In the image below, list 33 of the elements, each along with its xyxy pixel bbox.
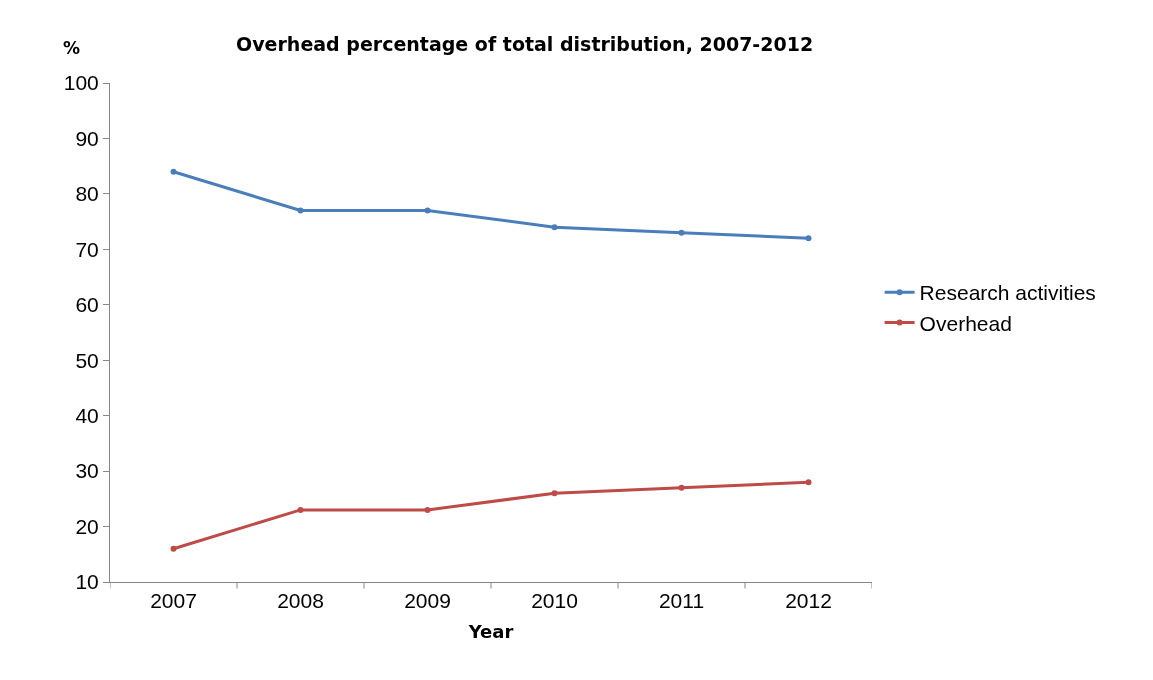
point <box>424 506 431 513</box>
point <box>170 168 177 175</box>
point <box>297 506 304 513</box>
point <box>297 207 304 214</box>
point <box>551 490 558 497</box>
legend-label: Research activities <box>919 281 1096 305</box>
point <box>805 235 812 242</box>
y-tick-label: 90 <box>75 126 99 150</box>
y-tick-label: 30 <box>75 459 99 483</box>
y-tick-label: 70 <box>75 237 99 261</box>
x-tick-label: 2007 <box>150 589 197 613</box>
chart-title: Overhead percentage of total distribution, 2007-2012 <box>236 32 814 55</box>
y-tick-label: 100 <box>63 71 99 95</box>
y-tick-label: 20 <box>75 514 99 538</box>
point <box>170 545 177 552</box>
point <box>678 484 685 491</box>
legend-label: Overhead <box>919 311 1012 335</box>
x-tick-label: 2012 <box>785 589 832 613</box>
y-tick-label: 50 <box>75 348 99 372</box>
y-tick-label: 40 <box>75 404 99 428</box>
x-tick-label: 2008 <box>277 589 324 613</box>
point <box>678 229 685 236</box>
x-tick-label: 2010 <box>531 589 578 613</box>
y-tick-label: 60 <box>75 293 99 317</box>
y-tick-label: 80 <box>75 182 99 206</box>
x-axis-title: Year <box>467 621 514 643</box>
x-tick-label: 2009 <box>404 589 451 613</box>
point <box>805 479 812 486</box>
x-tick-label: 2011 <box>658 589 705 613</box>
y-tick-label: 10 <box>75 570 99 594</box>
point <box>424 207 431 214</box>
point <box>551 224 558 231</box>
y-axis-title: % <box>63 38 81 58</box>
